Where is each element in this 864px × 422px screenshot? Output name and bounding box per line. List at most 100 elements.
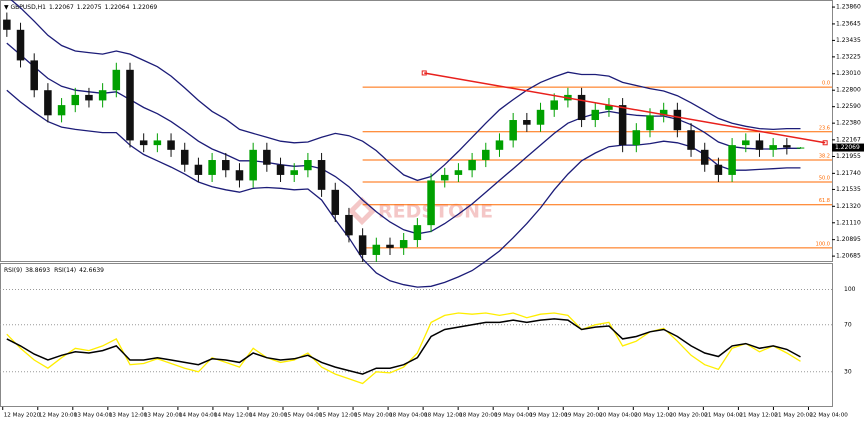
candle-body xyxy=(632,130,641,146)
candle-body xyxy=(44,90,52,116)
candle-body xyxy=(700,149,709,165)
candle-body xyxy=(85,94,93,101)
x-tick-label: 18 May 20:00 xyxy=(459,413,498,419)
x-tick-label: 19 May 12:00 xyxy=(529,413,568,419)
x-tick-label: 21 May 20:00 xyxy=(774,413,813,419)
y-tick-label: 1.21110 xyxy=(836,219,861,226)
legend-entry: RSI(9) xyxy=(4,267,22,274)
fib-label: 23.6 xyxy=(819,125,830,131)
candle-body xyxy=(263,149,271,165)
candle-body xyxy=(440,174,449,181)
candle-body xyxy=(358,235,367,255)
candle-body xyxy=(126,69,134,141)
candle-body xyxy=(290,170,298,175)
fib-label: 100.0 xyxy=(816,241,830,247)
candle-body xyxy=(454,170,463,175)
y-tick-label: 1.21535 xyxy=(836,186,861,193)
symbol: GBPUSD,H1 xyxy=(11,4,47,11)
candle-body xyxy=(331,189,340,215)
bollinger-upper xyxy=(10,0,801,182)
candle-body xyxy=(16,29,25,61)
x-tick-label: 12 May 20:00 xyxy=(39,413,78,419)
logo-inner xyxy=(354,203,370,219)
x-tick-label: 15 May 20:00 xyxy=(354,413,393,419)
fib-label: 50.0 xyxy=(819,175,830,181)
candle-body xyxy=(345,214,353,236)
rsi-line xyxy=(6,318,801,375)
y-tick-label: 1.21955 xyxy=(836,153,861,160)
candle-body xyxy=(194,164,203,175)
bollinger-middle xyxy=(6,42,801,235)
y-tick-label: 1.23225 xyxy=(836,53,861,60)
candle-body xyxy=(495,140,504,150)
candle-body xyxy=(687,130,695,150)
high-value: 1.22075 xyxy=(77,4,102,11)
y-tick-label: 100 xyxy=(844,286,856,293)
candle-body xyxy=(317,160,326,190)
price-header: ▼ GBPUSD,H1 1.22067 1.22075 1.22064 1.22069 xyxy=(4,4,157,11)
candle-body xyxy=(659,109,668,116)
watermark: REDSTONE xyxy=(378,201,493,223)
x-tick-label: 20 May 12:00 xyxy=(634,413,673,419)
price-panel-border xyxy=(0,0,833,262)
low-value: 1.22064 xyxy=(105,4,130,11)
candle-body xyxy=(427,180,435,226)
trendline-handle xyxy=(822,140,828,146)
candle-body xyxy=(57,105,66,116)
y-tick-label: 1.20895 xyxy=(836,236,861,243)
candle-body xyxy=(523,120,531,125)
close-value: 1.22069 xyxy=(132,4,157,11)
candle-body xyxy=(139,140,148,146)
x-tick-label: 14 May 12:00 xyxy=(214,413,253,419)
candle-body xyxy=(577,94,586,121)
candle-body xyxy=(167,140,175,150)
candle-body xyxy=(276,164,285,175)
candle-body xyxy=(742,140,750,146)
candle-body xyxy=(30,60,38,91)
fib-label: 38.2 xyxy=(819,154,830,160)
candle-body xyxy=(71,94,80,106)
x-tick-label: 22 May 04:00 xyxy=(809,413,848,419)
candle-body xyxy=(673,109,682,131)
x-tick-label: 21 May 04:00 xyxy=(704,413,743,419)
fib-label: 0.0 xyxy=(822,81,830,87)
candle-body xyxy=(153,140,162,146)
x-tick-label: 20 May 20:00 xyxy=(669,413,708,419)
candle-body xyxy=(536,109,545,125)
y-tick-label: 1.23435 xyxy=(836,37,861,44)
rsi-panel-border xyxy=(0,263,833,407)
y-tick-label: 1.23860 xyxy=(836,4,861,11)
candle-body xyxy=(180,149,189,165)
candle-body xyxy=(509,120,517,141)
legend-value: 42.6639 xyxy=(79,267,104,274)
x-tick-label: 12 May 2020 xyxy=(4,413,41,419)
candle-body xyxy=(208,160,216,175)
candle-body xyxy=(550,100,558,110)
y-tick-label: 1.23645 xyxy=(836,20,861,27)
candle-body xyxy=(468,160,476,171)
candle-body xyxy=(112,69,121,91)
y-tick-label: 1.21320 xyxy=(836,203,861,210)
current-price-label: 1.22069 xyxy=(835,144,860,151)
fib-label: 61.8 xyxy=(819,198,830,204)
y-tick-label: 1.21740 xyxy=(836,170,861,177)
candle-body xyxy=(714,164,723,175)
candle-body xyxy=(98,90,107,101)
candle-body xyxy=(482,149,490,161)
trendline xyxy=(424,72,826,144)
candle-body xyxy=(618,105,627,146)
rsi-header: RSI(9) 38.8693 RSI(14) 42.6639 xyxy=(4,267,104,274)
x-tick-label: 14 May 04:00 xyxy=(179,413,218,419)
y-tick-label: 70 xyxy=(844,321,852,328)
candle-body xyxy=(591,109,600,121)
x-tick-label: 19 May 20:00 xyxy=(564,413,603,419)
candle-body xyxy=(235,170,244,181)
x-tick-label: 18 May 12:00 xyxy=(424,413,463,419)
candle-body xyxy=(755,140,764,150)
candle-body xyxy=(372,244,381,255)
x-tick-label: 18 May 04:00 xyxy=(389,413,428,419)
current-price-box xyxy=(832,143,864,152)
x-tick-label: 13 May 12:00 xyxy=(109,413,148,419)
